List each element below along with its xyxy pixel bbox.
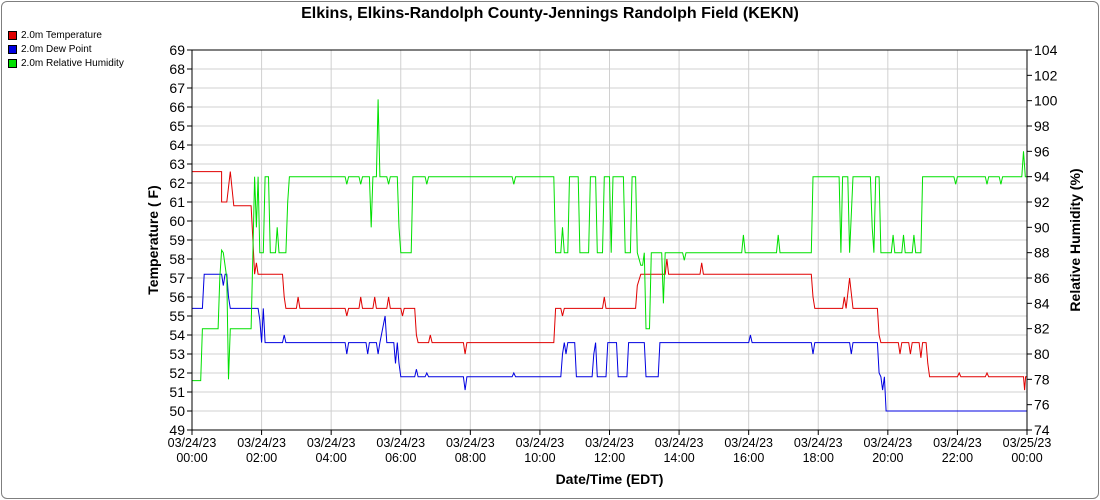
y2-axis-title: Relative Humidity (%) xyxy=(1067,168,1083,311)
legend-label-temperature: 2.0m Temperature xyxy=(21,29,102,41)
y-tick-label: 61 xyxy=(169,194,185,210)
y-tick-label: 49 xyxy=(169,422,185,438)
series-lines xyxy=(192,99,1027,412)
legend-item-relative-humidity: 2.0m Relative Humidity xyxy=(8,56,124,70)
y-tick-label: 67 xyxy=(169,80,185,96)
y2-tick-label: 104 xyxy=(1034,42,1058,58)
y2-tick-label: 90 xyxy=(1034,219,1050,235)
y2-tick-label: 92 xyxy=(1034,194,1050,210)
series-line-2-0m-relative-humidity xyxy=(192,99,1027,382)
y2-tick-label: 78 xyxy=(1034,371,1050,387)
chart-title: Elkins, Elkins-Randolph County-Jennings … xyxy=(301,5,799,22)
axis-ticks: 49 50 51 52 53 54 55 56 57 58 59 60 61 62 63 64 65 66 67 68… xyxy=(168,42,1058,465)
y-tick-label: 62 xyxy=(169,175,185,191)
y-tick-label: 58 xyxy=(169,251,185,267)
y2-tick-label: 76 xyxy=(1034,397,1050,413)
x-tick-date: 03/24/23 xyxy=(516,436,565,450)
gridlines xyxy=(191,49,1028,431)
y2-tick-label: 88 xyxy=(1034,245,1050,261)
legend: 2.0m Temperature 2.0m Dew Point 2.0m Rel… xyxy=(8,28,124,70)
y-tick-label: 64 xyxy=(169,137,185,153)
y-tick-label: 66 xyxy=(169,99,185,115)
y-tick-label: 56 xyxy=(169,289,185,305)
legend-item-temperature: 2.0m Temperature xyxy=(8,28,124,42)
x-tick-time: 08:00 xyxy=(455,451,486,465)
y2-tick-label: 98 xyxy=(1034,118,1050,134)
x-tick-time: 02:00 xyxy=(246,451,277,465)
x-tick-time: 12:00 xyxy=(594,451,625,465)
x-tick-time: 06:00 xyxy=(385,451,416,465)
y-tick-label: 69 xyxy=(169,42,185,58)
y-tick-label: 63 xyxy=(169,156,185,172)
y2-tick-label: 80 xyxy=(1034,346,1050,362)
x-tick-time: 00:00 xyxy=(1011,451,1042,465)
y-tick-label: 52 xyxy=(169,365,185,381)
legend-label-dew-point: 2.0m Dew Point xyxy=(21,43,92,55)
x-tick-date: 03/24/23 xyxy=(933,436,982,450)
x-tick-date: 03/24/23 xyxy=(863,436,912,450)
y-tick-label: 59 xyxy=(169,232,185,248)
x-tick-time: 20:00 xyxy=(872,451,903,465)
series-line-2-0m-temperature xyxy=(192,171,1027,391)
y2-tick-label: 74 xyxy=(1034,422,1050,438)
y-tick-label: 60 xyxy=(169,213,185,229)
y2-tick-label: 100 xyxy=(1034,93,1058,109)
y2-tick-label: 102 xyxy=(1034,67,1058,83)
x-tick-date: 03/24/23 xyxy=(168,436,217,450)
x-tick-date: 03/24/23 xyxy=(307,436,356,450)
y-tick-label: 50 xyxy=(169,403,185,419)
x-tick-time: 00:00 xyxy=(176,451,207,465)
series-line-2-0m-dew-point xyxy=(192,273,1027,412)
y2-tick-label: 94 xyxy=(1034,169,1050,185)
x-tick-date: 03/24/23 xyxy=(376,436,425,450)
x-axis-title: Date/Time (EDT) xyxy=(556,471,664,487)
y-tick-label: 68 xyxy=(169,61,185,77)
y-tick-label: 55 xyxy=(169,308,185,324)
y2-tick-label: 86 xyxy=(1034,270,1050,286)
x-tick-time: 16:00 xyxy=(733,451,764,465)
legend-label-relative-humidity: 2.0m Relative Humidity xyxy=(21,57,124,69)
x-tick-date: 03/24/23 xyxy=(585,436,634,450)
y-tick-label: 53 xyxy=(169,346,185,362)
x-tick-date: 03/24/23 xyxy=(724,436,773,450)
x-tick-date: 03/24/23 xyxy=(655,436,704,450)
y2-tick-label: 84 xyxy=(1034,295,1050,311)
x-tick-date: 03/25/23 xyxy=(1003,436,1052,450)
x-tick-date: 03/24/23 xyxy=(794,436,843,450)
x-tick-date: 03/24/23 xyxy=(237,436,286,450)
y-tick-label: 54 xyxy=(169,327,185,343)
x-tick-time: 04:00 xyxy=(316,451,347,465)
x-tick-time: 10:00 xyxy=(524,451,555,465)
legend-swatch-dew-point xyxy=(8,44,17,54)
x-tick-time: 14:00 xyxy=(663,451,694,465)
y2-tick-label: 96 xyxy=(1034,143,1050,159)
y-tick-label: 65 xyxy=(169,118,185,134)
x-tick-date: 03/24/23 xyxy=(446,436,495,450)
y-axis-title: Temperature ( F) xyxy=(145,185,161,294)
legend-item-dew-point: 2.0m Dew Point xyxy=(8,42,124,56)
x-tick-time: 18:00 xyxy=(803,451,834,465)
legend-swatch-relative-humidity xyxy=(8,58,17,68)
y2-tick-label: 82 xyxy=(1034,321,1050,337)
y-tick-label: 57 xyxy=(169,270,185,286)
x-tick-time: 22:00 xyxy=(942,451,973,465)
legend-swatch-temperature xyxy=(8,30,17,40)
y-tick-label: 51 xyxy=(169,384,185,400)
